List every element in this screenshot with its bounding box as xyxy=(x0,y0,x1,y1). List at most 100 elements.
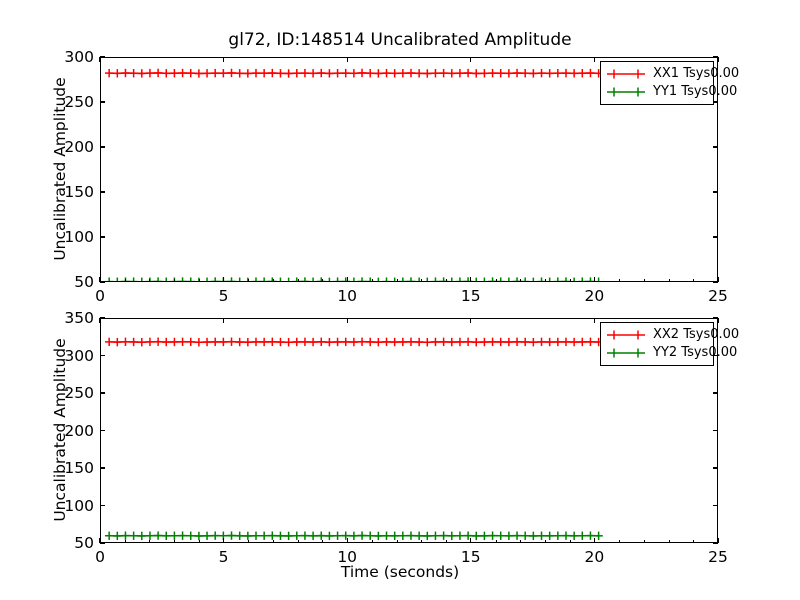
x-tick-mark xyxy=(223,538,225,543)
x-minor-tick xyxy=(421,540,423,543)
x-minor-tick xyxy=(446,540,448,543)
y-tick-mark xyxy=(713,281,718,283)
plot-area-bottom xyxy=(101,319,717,542)
data-lines-bottom xyxy=(104,337,603,541)
x-minor-tick xyxy=(569,279,571,282)
y-tick-mark xyxy=(713,467,718,469)
legend-top: XX1 Tsys0.00 YY1 Tsys0.00 xyxy=(600,61,739,105)
y-tick-mark xyxy=(100,281,105,283)
y-tick-label: 300 xyxy=(64,346,94,365)
x-minor-tick xyxy=(149,279,151,282)
x-minor-tick xyxy=(124,279,126,282)
x-tick-label: 5 xyxy=(218,287,229,305)
x-minor-tick xyxy=(322,540,324,543)
y-tick-label: 150 xyxy=(64,183,94,201)
x-tick-mark xyxy=(99,57,101,62)
y-tick-mark xyxy=(713,56,718,58)
legend-swatch xyxy=(607,330,645,340)
x-minor-tick xyxy=(174,540,176,543)
x-tick-mark xyxy=(717,277,719,282)
x-minor-tick xyxy=(495,279,497,282)
x-tick-mark xyxy=(470,57,472,62)
x-tick-label: 25 xyxy=(708,287,728,305)
x-minor-tick xyxy=(174,279,176,282)
legend-entry: XX1 Tsys0.00 xyxy=(605,65,739,83)
x-minor-tick xyxy=(495,540,497,543)
x-axis-label: Time (seconds) xyxy=(340,563,460,581)
y-tick-mark xyxy=(713,392,718,394)
x-tick-label: 20 xyxy=(584,287,605,305)
x-minor-tick xyxy=(297,540,299,543)
y-tick-mark xyxy=(713,429,718,432)
x-minor-tick xyxy=(297,279,299,282)
x-tick-mark xyxy=(593,538,595,543)
y-tick-label: 250 xyxy=(64,384,94,402)
x-minor-tick xyxy=(569,540,571,543)
y-tick-mark xyxy=(713,354,718,357)
y-tick-mark xyxy=(100,467,105,469)
x-minor-tick xyxy=(643,540,645,543)
x-minor-tick xyxy=(520,279,522,282)
y-tick-mark xyxy=(713,504,718,507)
legend-label: YY2 Tsys0.00 xyxy=(653,345,738,360)
x-minor-tick xyxy=(248,540,250,543)
y-tick-label: 250 xyxy=(64,93,94,111)
legend-entry: YY2 Tsys0.00 xyxy=(605,344,737,362)
y-tick-mark xyxy=(713,101,718,103)
x-tick-label: 10 xyxy=(337,287,358,305)
x-minor-tick xyxy=(520,540,522,543)
x-minor-tick xyxy=(198,279,200,282)
x-minor-tick xyxy=(248,279,250,282)
x-minor-tick xyxy=(544,279,546,282)
y-tick-mark xyxy=(100,56,105,58)
x-tick-mark xyxy=(223,318,225,323)
x-tick-label: 15 xyxy=(460,548,481,566)
y-axis-label-bottom: Uncalibrated Amplitude xyxy=(51,337,69,522)
x-tick-mark xyxy=(470,538,472,543)
y-tick-mark xyxy=(713,146,718,148)
y-tick-mark xyxy=(100,236,105,238)
x-tick-mark xyxy=(99,538,101,543)
y-tick-mark xyxy=(100,429,105,432)
x-tick-label: 0 xyxy=(95,287,105,305)
y-tick-label: 300 xyxy=(64,48,94,66)
x-tick-label: 20 xyxy=(584,548,605,566)
y-tick-label: 150 xyxy=(64,459,94,477)
x-tick-label: 15 xyxy=(460,287,481,305)
x-tick-mark xyxy=(346,277,348,282)
x-minor-tick xyxy=(273,540,275,543)
x-tick-label: 5 xyxy=(218,548,229,566)
x-tick-mark xyxy=(346,318,348,323)
y-tick-label: 50 xyxy=(74,534,94,552)
y-tick-mark xyxy=(100,542,105,544)
y-tick-mark xyxy=(100,101,105,103)
legend-entry: YY1 Tsys0.00 xyxy=(605,83,737,101)
x-tick-mark xyxy=(593,318,595,323)
y-tick-label: 200 xyxy=(64,421,94,440)
x-minor-tick xyxy=(544,540,546,543)
x-tick-mark xyxy=(346,538,348,543)
legend-swatch xyxy=(607,69,645,79)
x-tick-mark xyxy=(717,318,719,323)
plot-area-top xyxy=(101,58,717,281)
figure-title: gl72, ID:148514 Uncalibrated Amplitude xyxy=(228,30,572,50)
x-minor-tick xyxy=(619,540,621,543)
y-tick-mark xyxy=(713,191,718,193)
x-minor-tick xyxy=(693,540,695,543)
x-minor-tick xyxy=(643,279,645,282)
series-markers xyxy=(104,337,603,347)
x-minor-tick xyxy=(371,540,373,543)
y-tick-mark xyxy=(100,504,105,507)
x-tick-mark xyxy=(223,277,225,282)
y-tick-label: 200 xyxy=(64,138,94,156)
y-tick-mark xyxy=(713,317,718,319)
x-minor-tick xyxy=(619,279,621,282)
y-tick-mark xyxy=(713,542,718,544)
x-tick-mark xyxy=(470,277,472,282)
x-tick-mark xyxy=(593,57,595,62)
y-tick-label: 100 xyxy=(64,496,94,515)
y-axis-label-top: Uncalibrated Amplitude xyxy=(51,76,69,261)
data-lines-top xyxy=(104,68,603,281)
x-tick-mark xyxy=(99,277,101,282)
